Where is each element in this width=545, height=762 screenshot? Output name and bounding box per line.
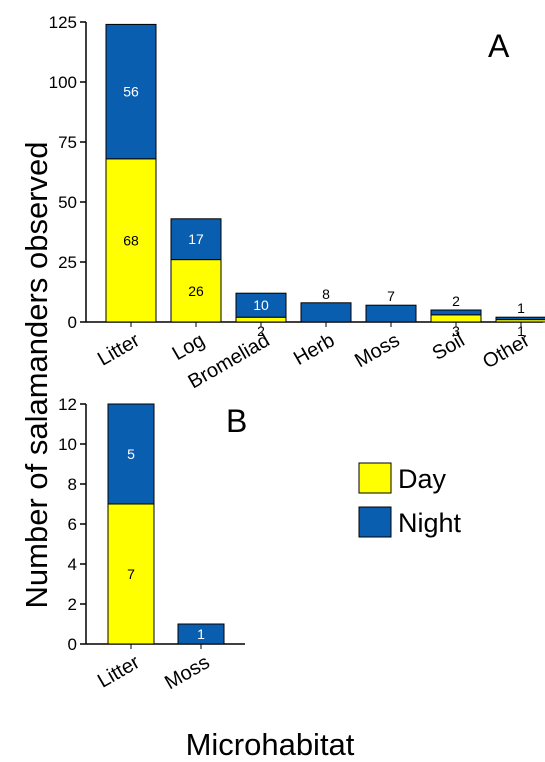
- data-label: 5: [127, 446, 135, 462]
- x-tick-label: Litter: [94, 651, 144, 692]
- legend-day-swatch: [358, 462, 392, 494]
- legend: Day Night: [358, 462, 462, 538]
- y-tick-label: 125: [49, 13, 77, 32]
- data-label: 68: [123, 232, 139, 248]
- bar-night: [235, 292, 287, 318]
- x-tick-label: Moss: [351, 329, 403, 372]
- x-tick-label: Litter: [94, 329, 144, 370]
- bar-night: [170, 218, 222, 261]
- data-label: 2: [257, 323, 265, 339]
- legend-day-label: Day: [398, 464, 447, 494]
- panel-a-letter: A: [488, 28, 510, 64]
- x-tick-label: Moss: [161, 651, 213, 694]
- y-tick-label: 50: [58, 193, 77, 212]
- legend-night-swatch: [358, 506, 392, 538]
- bar-night: [300, 302, 352, 323]
- x-axis-title: Microhabitat: [186, 727, 355, 762]
- bar-night: [365, 304, 417, 323]
- x-tick-label: Herb: [290, 329, 339, 370]
- bar-day: [430, 314, 482, 323]
- bar-day: [105, 158, 157, 323]
- y-tick-label: 0: [68, 313, 77, 332]
- x-tick-label: Log: [169, 329, 209, 365]
- data-label: 2: [452, 293, 460, 309]
- data-label: 1: [517, 300, 525, 316]
- x-tick-label: Other: [479, 329, 534, 373]
- data-label: 17: [188, 231, 204, 247]
- data-label: 56: [123, 84, 139, 100]
- y-tick-label: 12: [58, 395, 77, 414]
- bar-night: [107, 403, 155, 505]
- bar-night: [105, 23, 157, 160]
- legend-night-label: Night: [398, 508, 462, 538]
- bar-day: [107, 503, 155, 645]
- panel-b-letter: B: [226, 403, 247, 439]
- y-tick-label: 4: [68, 555, 77, 574]
- data-label: 8: [322, 286, 330, 302]
- data-label: 7: [387, 288, 395, 304]
- y-tick-label: 0: [68, 635, 77, 654]
- y-tick-label: 2: [68, 595, 77, 614]
- y-tick-label: 8: [68, 475, 77, 494]
- y-tick-label: 100: [49, 73, 77, 92]
- y-axis-title: Number of salamanders observed: [19, 142, 54, 609]
- y-tick-label: 6: [68, 515, 77, 534]
- bar-day: [235, 316, 287, 323]
- y-tick-label: 75: [58, 133, 77, 152]
- data-label: 1: [517, 323, 525, 339]
- data-label: 26: [188, 283, 204, 299]
- y-tick-label: 10: [58, 435, 77, 454]
- panel-b: 0 2 4 6 8 10 12 7 5 Litter 1 Moss: [58, 395, 245, 694]
- data-label: 3: [452, 323, 460, 339]
- data-label: 1: [197, 626, 205, 642]
- bar-night: [495, 316, 545, 321]
- x-tick-label: Soil: [429, 329, 469, 365]
- data-label: 10: [253, 297, 269, 313]
- data-label: 7: [127, 566, 135, 582]
- bar-night: [430, 309, 482, 316]
- y-tick-label: 25: [58, 253, 77, 272]
